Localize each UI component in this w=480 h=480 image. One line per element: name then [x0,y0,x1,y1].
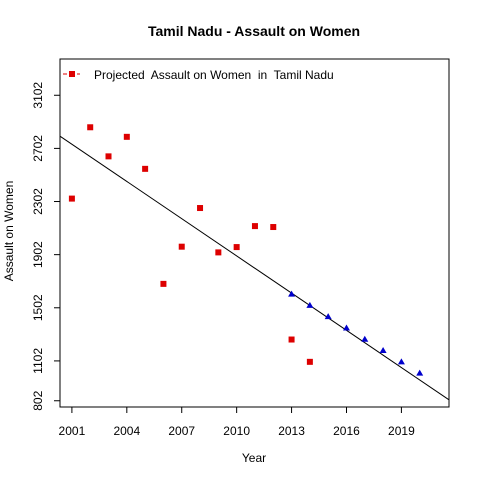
data-point-projected [361,335,369,342]
data-point-actual [270,224,277,231]
x-axis-label: Year [242,451,266,465]
x-tick-label: 2001 [59,424,86,438]
data-point-projected [288,290,296,297]
plot-frame [59,58,450,408]
data-point-projected [342,324,350,331]
data-points [68,124,424,376]
x-tick-label: 2013 [278,424,305,438]
y-tick-label: 3102 [31,82,45,109]
data-point-projected [324,313,332,320]
data-point-actual [251,223,258,230]
data-point-projected [416,369,424,376]
y-tick-label: 2702 [31,135,45,162]
y-tick-label: 802 [31,390,45,410]
data-point-actual [306,358,313,365]
data-point-actual [233,244,240,251]
x-tick-label: 2016 [333,424,360,438]
chart-title: Tamil Nadu - Assault on Women [148,23,360,39]
data-point-actual [142,165,149,172]
legend-entry-projected: Projected Assault on Women in Tamil Nadu [94,68,334,82]
trend-line [59,135,450,401]
y-axis-label: Assault on Women [2,181,16,282]
data-point-projected [397,358,405,365]
data-point-actual [215,249,222,256]
data-point-actual [87,124,94,131]
x-tick-label: 2004 [113,424,140,438]
data-point-actual [123,133,130,140]
y-tick-label: 1502 [31,294,45,321]
data-point-actual [105,153,112,160]
y-tick-label: 2302 [31,188,45,215]
data-point-actual [288,336,295,343]
data-point-actual [178,243,185,250]
legend: Projected Assault on Women in Tamil Nadu [63,68,334,82]
y-tick-label: 1102 [31,348,45,374]
data-point-actual [68,195,75,202]
y-tick-label: 1902 [31,241,45,268]
legend-marker-square [69,71,75,77]
trend-line-group [59,135,450,401]
x-tick-label: 2010 [223,424,250,438]
x-tick-label: 2019 [388,424,415,438]
data-point-projected [306,301,314,308]
data-point-projected [379,347,387,354]
data-point-actual [160,280,167,287]
data-point-actual [197,205,204,212]
x-tick-label: 2007 [168,424,195,438]
y-axis-ticks: 802 1102 1502 1902 2302 2702 3102 [31,82,60,411]
x-axis-ticks: 2001 2004 2007 2010 2013 2016 2019 [59,407,415,438]
